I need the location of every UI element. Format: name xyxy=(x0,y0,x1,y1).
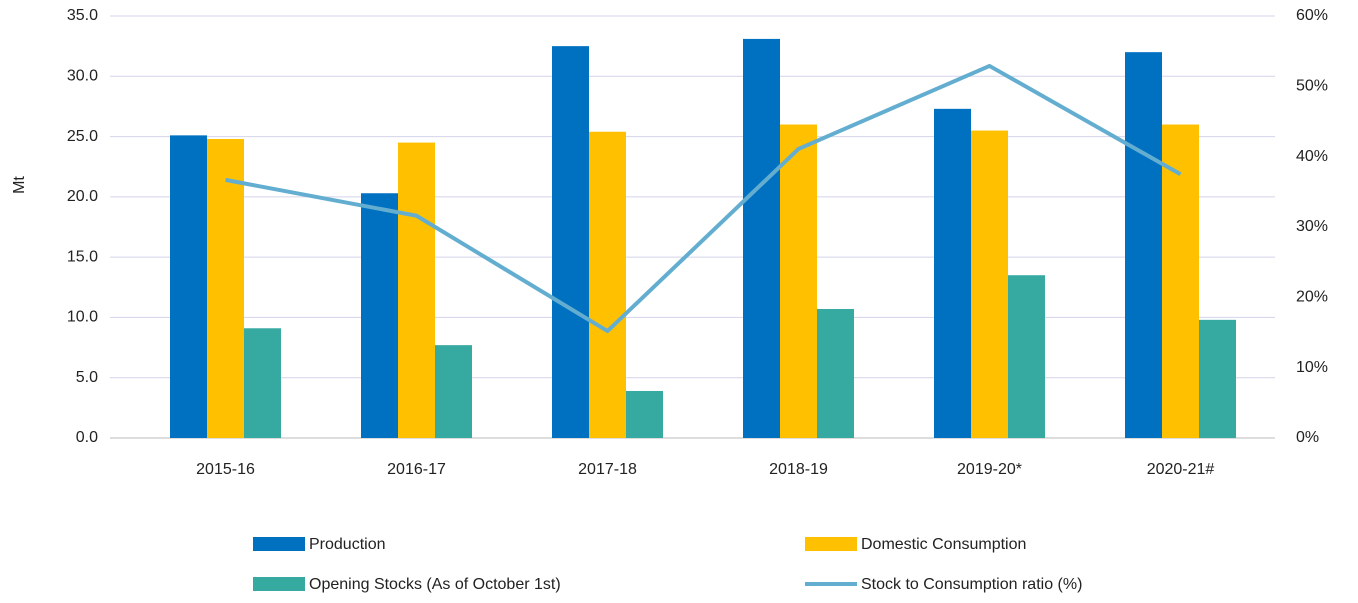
bar xyxy=(934,108,971,438)
line-series xyxy=(225,63,1182,334)
x-tick-label: 2016-17 xyxy=(387,461,446,478)
bar xyxy=(244,328,281,438)
legend-label: Opening Stocks (As of October 1st) xyxy=(309,576,561,593)
y2-tick-label: 20% xyxy=(1296,289,1328,306)
bar xyxy=(1125,52,1162,439)
y2-tick-label: 40% xyxy=(1296,148,1328,165)
bar xyxy=(1008,275,1045,438)
legend-marker xyxy=(253,577,305,591)
y-tick-label: 20.0 xyxy=(67,188,98,205)
y-tick-label: 30.0 xyxy=(67,68,98,85)
x-tick-label: 2019-20* xyxy=(957,461,1022,478)
y-tick-label: 15.0 xyxy=(67,248,98,265)
legend-marker xyxy=(253,537,305,551)
x-tick-label: 2015-16 xyxy=(196,461,255,478)
y-axis-label: Mt xyxy=(11,176,28,194)
y-tick-label: 5.0 xyxy=(76,369,98,386)
bar xyxy=(1199,319,1236,438)
y2-tick-label: 0% xyxy=(1296,429,1319,446)
bar xyxy=(1162,124,1199,438)
y-tick-label: 10.0 xyxy=(67,309,98,326)
y-tick-label: 0.0 xyxy=(76,429,98,446)
legend-marker xyxy=(805,537,857,551)
bar xyxy=(435,345,472,438)
bar xyxy=(361,193,398,438)
x-tick-label: 2017-18 xyxy=(578,461,637,478)
bar xyxy=(398,142,435,438)
y-tick-label: 35.0 xyxy=(67,7,98,24)
y2-tick-label: 10% xyxy=(1296,359,1328,376)
legend-label: Domestic Consumption xyxy=(861,536,1026,553)
legend-label: Production xyxy=(309,536,386,553)
y2-tick-label: 50% xyxy=(1296,78,1328,95)
bar xyxy=(780,124,817,438)
legend-label: Stock to Consumption ratio (%) xyxy=(861,576,1082,593)
y2-tick-label: 30% xyxy=(1296,218,1328,235)
x-tick-label: 2018-19 xyxy=(769,461,828,478)
y-tick-label: 25.0 xyxy=(67,128,98,145)
bar xyxy=(971,130,1008,439)
bar xyxy=(626,390,663,438)
bar xyxy=(170,135,207,438)
bar xyxy=(207,138,244,439)
bar xyxy=(817,308,854,438)
y2-tick-label: 60% xyxy=(1296,7,1328,24)
x-tick-label: 2020-21# xyxy=(1147,461,1215,478)
bar xyxy=(743,38,780,439)
bar xyxy=(552,46,589,439)
bar xyxy=(589,131,626,438)
